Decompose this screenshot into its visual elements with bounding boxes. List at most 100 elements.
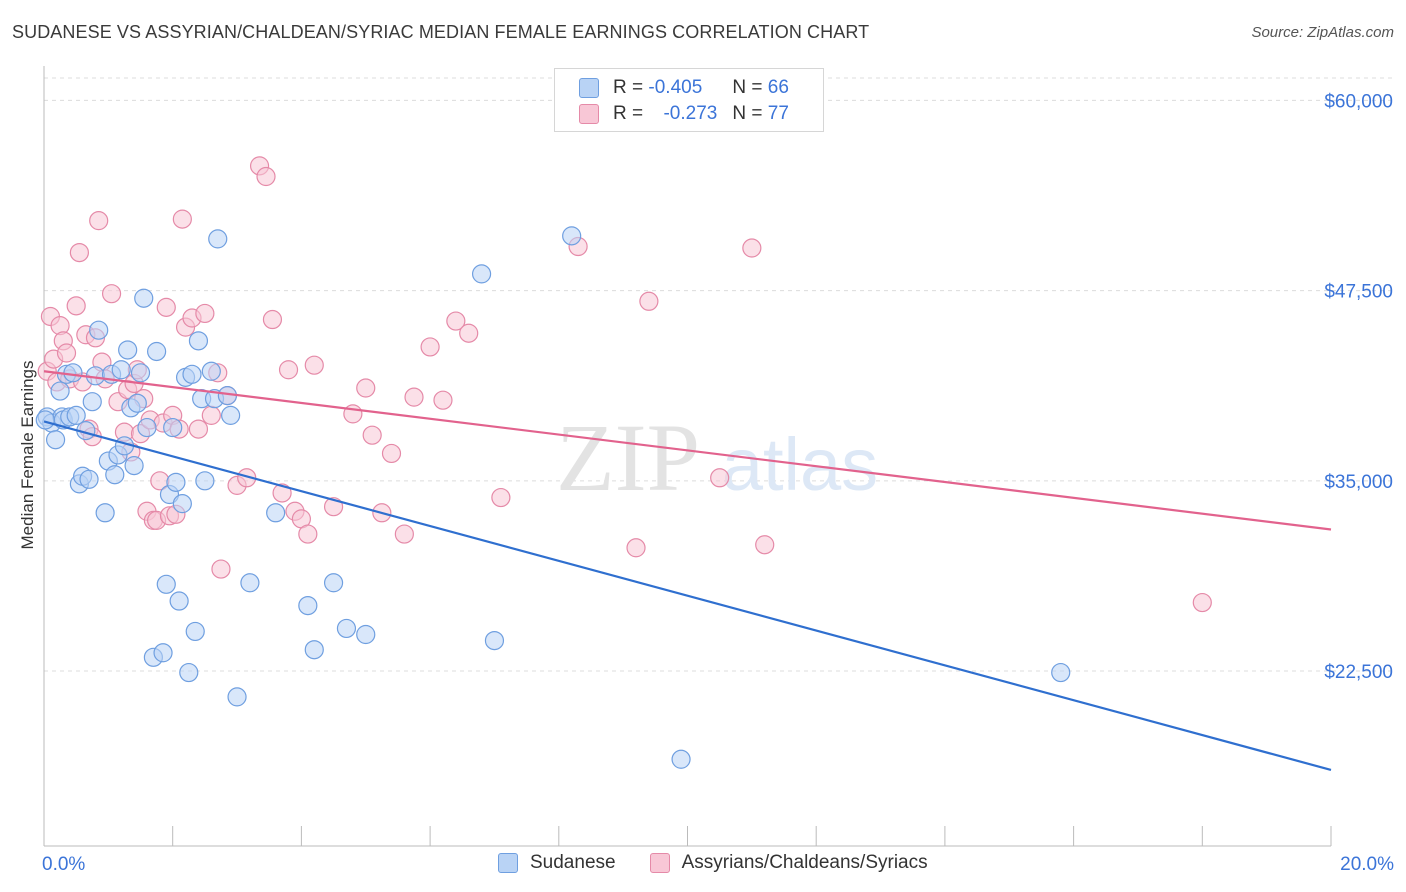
point-assyrians (404, 387, 424, 407)
series-assyrians-points (37, 156, 1212, 613)
point-assyrians (256, 166, 276, 187)
point-assyrians (298, 524, 318, 544)
point-sudanese (89, 320, 109, 340)
trendlines (43, 370, 1332, 771)
point-assyrians (156, 297, 176, 317)
point-assyrians (459, 323, 479, 343)
point-assyrians (278, 360, 299, 380)
point-assyrians (433, 390, 453, 410)
point-sudanese (35, 410, 55, 430)
legend-n-value: 77 (767, 103, 789, 124)
y-tick-label: $60,000 (1324, 91, 1393, 112)
point-assyrians (381, 443, 402, 464)
point-sudanese (95, 503, 115, 523)
legend-n-label: N = (732, 77, 763, 98)
point-sudanese (240, 573, 260, 593)
point-assyrians (394, 524, 414, 544)
legend-swatch-pink (579, 104, 599, 124)
point-assyrians (1192, 592, 1212, 613)
y-tick-label: $35,000 (1324, 472, 1393, 493)
point-assyrians (742, 238, 762, 258)
point-assyrians (188, 419, 209, 439)
point-assyrians (491, 487, 511, 508)
legend-n-value: 66 (767, 77, 789, 98)
point-assyrians (356, 378, 376, 398)
point-sudanese (227, 687, 247, 707)
point-sudanese (356, 624, 376, 645)
point-assyrians (101, 284, 122, 304)
point-assyrians (420, 337, 440, 357)
point-sudanese (137, 417, 157, 438)
point-assyrians (262, 309, 283, 330)
point-sudanese (105, 465, 125, 485)
point-sudanese (118, 340, 138, 360)
point-sudanese (188, 331, 209, 351)
source-label: Source: ZipAtlas.com (1251, 24, 1394, 41)
y-tick-label: $47,500 (1324, 282, 1393, 303)
point-sudanese (82, 392, 102, 412)
point-sudanese (79, 469, 99, 489)
point-sudanese (172, 494, 192, 514)
point-sudanese (208, 229, 228, 249)
point-sudanese (147, 341, 167, 362)
legend-n-label: N = (732, 103, 763, 124)
point-sudanese (323, 573, 344, 593)
point-sudanese (471, 264, 492, 284)
legend-r-label: R = (613, 103, 644, 124)
trendline-sudanese (43, 420, 1332, 771)
point-sudanese (166, 472, 186, 492)
watermark: ZIP atlas (556, 404, 878, 511)
point-assyrians (211, 559, 231, 579)
legend-r-value: -0.273 (663, 103, 718, 124)
point-sudanese (182, 364, 202, 384)
x-tick-label: 0.0% (42, 854, 85, 875)
axes (43, 66, 1332, 847)
point-assyrians (195, 303, 215, 324)
point-assyrians (201, 405, 221, 425)
x-tick-labels: 0.0% 20.0% (42, 854, 1394, 875)
point-assyrians (172, 209, 192, 229)
point-sudanese (153, 643, 173, 663)
point-assyrians (304, 355, 324, 375)
series-sudanese-points (35, 226, 1071, 769)
point-sudanese (201, 361, 221, 381)
point-sudanese (336, 618, 357, 639)
point-sudanese (1051, 662, 1071, 683)
legend-r-label: R = (613, 77, 644, 98)
legend-item-assyrians[interactable]: Assyrians/Chaldeans/Syriacs (649, 852, 928, 874)
point-sudanese (127, 393, 147, 413)
point-sudanese (266, 503, 286, 523)
trendline-assyrians (43, 370, 1332, 531)
point-sudanese (195, 471, 215, 491)
point-assyrians (362, 425, 382, 445)
point-sudanese (304, 640, 324, 660)
legend-label-assyrians: Assyrians/Chaldeans/Syriacs (681, 852, 928, 873)
point-assyrians (272, 483, 292, 503)
point-assyrians (710, 468, 730, 488)
point-sudanese (179, 662, 199, 683)
point-sudanese (50, 381, 70, 401)
x-tick-label: 20.0% (1340, 854, 1394, 875)
point-sudanese (134, 288, 154, 308)
chart-title: SUDANESE VS ASSYRIAN/CHALDEAN/SYRIAC MED… (12, 22, 870, 42)
y-tick-label: $22,500 (1324, 662, 1393, 683)
y-axis-label: Median Female Earnings (18, 361, 37, 550)
point-sudanese (562, 226, 582, 246)
point-sudanese (298, 595, 318, 616)
point-sudanese (156, 574, 176, 594)
legend-r-value: -0.405 (648, 77, 703, 98)
legend-row-sudanese: R = -0.405 N = 66 (579, 76, 789, 100)
legend-label-sudanese: Sudanese (530, 852, 616, 873)
legend-item-sudanese[interactable]: Sudanese (498, 852, 616, 874)
legend-swatch-blue (579, 78, 599, 98)
point-assyrians (446, 311, 466, 331)
point-sudanese (169, 591, 189, 611)
point-sudanese (163, 417, 183, 438)
point-sudanese (124, 456, 144, 476)
point-assyrians (66, 296, 86, 316)
point-sudanese (111, 360, 131, 380)
y-tick-labels: $22,500 $35,000 $47,500 $60,000 (1324, 91, 1393, 683)
point-sudanese (484, 630, 505, 651)
legend-row-assyrians: R = -0.273 N = 77 (579, 102, 789, 126)
